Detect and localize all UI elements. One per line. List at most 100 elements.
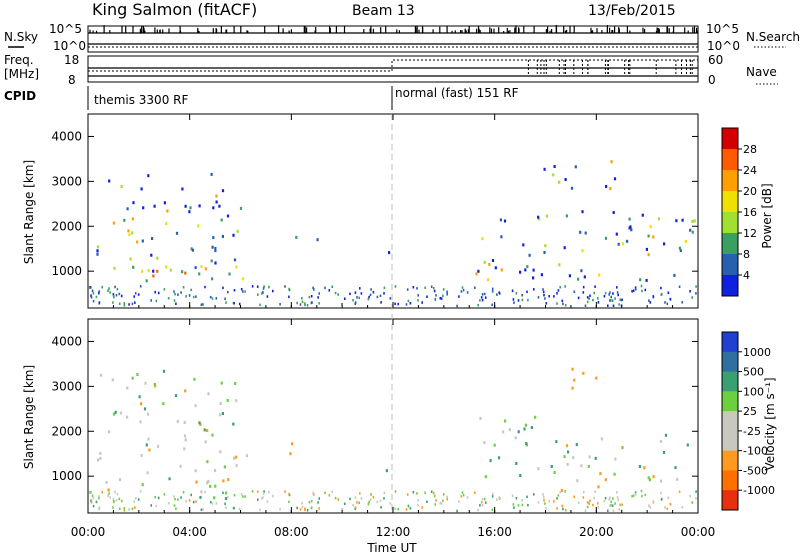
beam-title: Beam 13	[352, 3, 415, 19]
velocity-cell	[354, 506, 357, 509]
power-cell	[512, 298, 515, 301]
velocity-cell	[483, 441, 486, 445]
power-cell	[513, 301, 515, 304]
velocity-cell	[190, 493, 192, 497]
nsearch-axis-top: 10^5	[706, 22, 739, 36]
power-cell	[153, 204, 156, 208]
velocity-cell	[90, 501, 93, 504]
velocity-cell	[204, 440, 207, 444]
velocity-cell	[587, 464, 590, 468]
power-cell	[284, 285, 286, 288]
power-cell	[553, 165, 556, 168]
velocity-cell	[92, 497, 95, 500]
velocity-cell	[262, 496, 264, 499]
power-cell	[192, 295, 195, 299]
power-cell	[565, 214, 568, 218]
power-cell	[597, 297, 599, 300]
velocity-cell	[409, 507, 412, 510]
velocity-cell	[198, 421, 201, 425]
power-cell	[641, 289, 643, 293]
power-cell	[132, 265, 135, 269]
power-cell	[331, 285, 333, 288]
velocity-cell	[521, 503, 524, 507]
power-cell	[380, 301, 382, 304]
velocity-cell	[194, 404, 197, 408]
velocity-cell	[515, 462, 518, 465]
x-tick-label: 08:00	[274, 525, 309, 539]
power-cell	[167, 297, 170, 300]
velocity-cell	[573, 378, 576, 382]
power-cell	[515, 292, 518, 295]
velocity-cell	[99, 456, 102, 460]
velocity-cell	[564, 509, 567, 512]
power-cell	[594, 285, 596, 288]
power-cell	[412, 286, 415, 289]
power-cell	[491, 303, 493, 307]
velocity-cell	[537, 467, 540, 471]
velocity-cell	[556, 507, 558, 510]
velocity-cell	[209, 500, 212, 504]
power-cell	[140, 187, 143, 191]
velocity-cell	[394, 507, 396, 511]
power-cell	[147, 269, 150, 273]
power-cell	[681, 218, 684, 222]
power-cell	[477, 303, 479, 307]
power-cell	[197, 224, 200, 228]
power-cell	[370, 288, 372, 291]
velocity-cell	[92, 504, 95, 508]
velocity-cell	[206, 460, 209, 464]
velocity-cell	[435, 499, 437, 502]
x-axis-label: Time UT	[366, 541, 417, 554]
power-cell	[127, 229, 130, 233]
velocity-data-cells	[88, 367, 697, 513]
velocity-cell	[304, 507, 306, 510]
power-cell	[417, 299, 419, 302]
power-cell	[115, 294, 118, 297]
velocity-cell	[227, 495, 229, 499]
power-cell	[116, 287, 119, 291]
velocity-cell	[534, 415, 537, 419]
power-cell	[118, 292, 121, 296]
velocity-cell	[133, 500, 135, 503]
power-cell	[341, 303, 343, 306]
power-cell	[180, 291, 182, 294]
power-cell	[632, 289, 635, 292]
velocity-cell	[118, 478, 122, 482]
colorbar-swatch	[722, 170, 738, 192]
power-cell	[559, 286, 561, 289]
nsearch-label: N.Search	[746, 30, 800, 44]
power-cell	[629, 225, 632, 229]
velocity-cell	[296, 506, 298, 510]
x-tick-label: 20:00	[579, 525, 614, 539]
colorbar-swatch	[722, 450, 738, 471]
velocity-cell	[352, 504, 354, 507]
velocity-cell	[116, 492, 119, 496]
y-tick-label: 1000	[51, 264, 82, 278]
velocity-cell	[153, 382, 156, 386]
velocity-cell	[341, 508, 343, 511]
velocity-cell	[219, 402, 222, 405]
power-cell	[481, 293, 484, 296]
velocity-cell	[648, 478, 651, 482]
colorbar-swatch	[722, 149, 738, 171]
power-cell	[394, 302, 396, 306]
power-cell	[433, 289, 436, 293]
power-cell	[630, 228, 633, 232]
velocity-cell	[372, 496, 375, 499]
power-cell	[481, 237, 484, 241]
station-title: King Salmon (fitACF)	[92, 0, 257, 19]
power-cell	[112, 301, 114, 304]
velocity-cell	[89, 491, 92, 494]
power-cell	[112, 293, 115, 296]
velocity-cell	[112, 506, 114, 509]
velocity-cell	[604, 497, 607, 500]
velocity-cell	[257, 498, 259, 501]
power-cell	[184, 204, 187, 208]
power-cell	[589, 294, 591, 297]
x-tick-label: 00:00	[681, 525, 716, 539]
power-cell	[185, 295, 187, 298]
x-tick-label: 00:00	[71, 525, 106, 539]
velocity-cell	[114, 490, 116, 494]
velocity-cell	[185, 500, 187, 503]
velocity-cell	[595, 376, 598, 380]
